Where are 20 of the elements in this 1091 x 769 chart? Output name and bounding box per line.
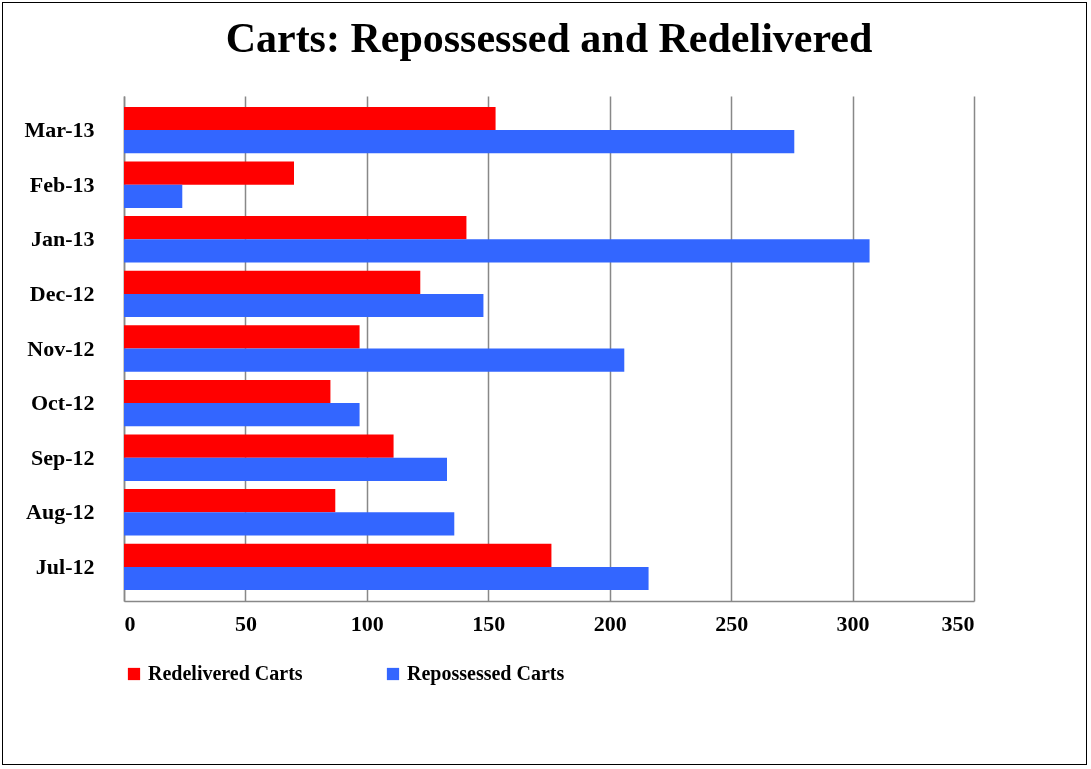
y-tick-label: Jan-13 [30,226,95,252]
y-tick-label: Jul-12 [35,553,95,579]
y-tick-label: Aug-12 [26,499,95,525]
legend-label: Repossessed Carts [407,662,565,685]
y-tick-label: Mar-13 [24,117,95,143]
x-tick-label: 150 [472,610,506,636]
x-tick-label: 300 [836,610,870,636]
chart-title: Carts: Repossessed and Redelivered [225,15,873,61]
x-tick-label: 200 [593,610,627,636]
y-tick-label: Sep-12 [30,444,95,470]
x-tick-label: 250 [715,610,749,636]
y-tick-label: Dec-12 [29,280,95,306]
x-tick-label: 350 [941,610,975,636]
y-tick-label: Feb-13 [29,171,95,197]
y-tick-label: Nov-12 [27,335,95,361]
legend-label: Redelivered Carts [148,662,303,684]
x-tick-label: 100 [350,610,384,636]
x-tick-label: 50 [234,610,257,636]
y-tick-label: Oct-12 [30,390,95,416]
x-tick-label: 0 [124,610,136,636]
